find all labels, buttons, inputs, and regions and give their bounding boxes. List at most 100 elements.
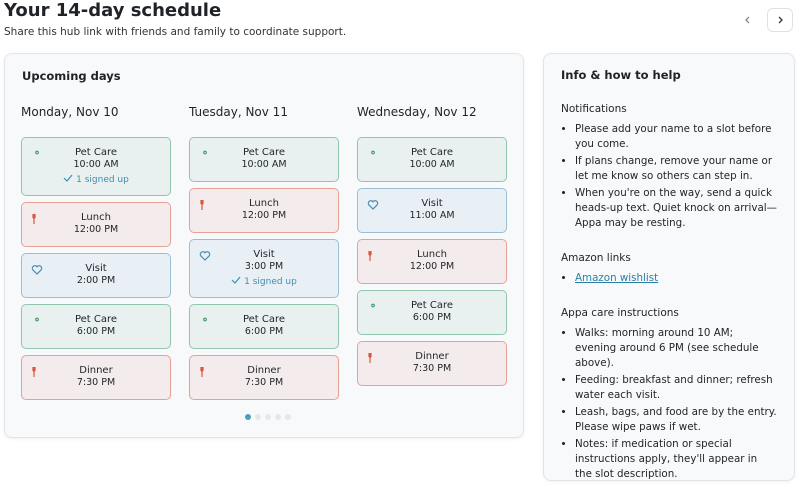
slot-card[interactable]: Visit 2:00 PM bbox=[21, 253, 171, 298]
info-section: Amazon links Amazon wishlist bbox=[561, 252, 777, 286]
slot-time: 10:00 AM bbox=[409, 159, 455, 170]
slot-label: Pet Care bbox=[242, 147, 286, 158]
slot-label: Pet Care bbox=[410, 147, 454, 158]
day-date: Tuesday, Nov 11 bbox=[189, 105, 288, 119]
signup-status: 1 signed up bbox=[22, 174, 170, 185]
day-column: Tuesday, Nov 11 Pet Care 10:00 AM Lunch 12:0… bbox=[189, 105, 339, 406]
slot-icon bbox=[367, 250, 379, 262]
slot-icon bbox=[31, 366, 43, 378]
slot-icon bbox=[367, 352, 379, 364]
prev-button[interactable] bbox=[735, 8, 761, 32]
page-title: Your 14-day schedule bbox=[4, 0, 222, 21]
bullet-item: Feeding: breakfast and dinner; refresh w… bbox=[575, 373, 777, 403]
next-button[interactable] bbox=[767, 8, 793, 32]
slot-card[interactable]: Lunch 12:00 PM bbox=[357, 239, 507, 284]
slot-icon bbox=[203, 150, 207, 155]
slot-label: Lunch bbox=[249, 198, 279, 209]
card-title: Upcoming days bbox=[22, 69, 121, 83]
pager-dots bbox=[245, 414, 291, 420]
slot-card[interactable]: Visit 3:00 PM 1 signed up bbox=[189, 239, 339, 298]
slot-card[interactable]: Dinner 7:30 PM bbox=[357, 341, 507, 386]
slot-time: 7:30 PM bbox=[412, 363, 452, 374]
slot-time: 2:00 PM bbox=[76, 275, 116, 286]
bullet-item: Notes: if medication or special instruct… bbox=[575, 437, 777, 482]
slot-card[interactable]: Pet Care 6:00 PM bbox=[21, 304, 171, 349]
section-heading: Notifications bbox=[561, 103, 627, 115]
slot-icon bbox=[35, 317, 39, 322]
slot-time: 12:00 PM bbox=[409, 261, 455, 272]
day-date: Monday, Nov 10 bbox=[21, 105, 119, 119]
pager-dot[interactable] bbox=[255, 414, 261, 420]
check-icon bbox=[63, 174, 73, 182]
day-columns: Monday, Nov 10 Pet Care 10:00 AM 1 signed u… bbox=[21, 105, 507, 406]
slot-card[interactable]: Visit 11:00 AM bbox=[357, 188, 507, 233]
info-card: Info & how to help Notifications Please a… bbox=[543, 53, 795, 481]
bullet-item: Please add your name to a slot before yo… bbox=[575, 122, 777, 152]
slot-label: Visit bbox=[85, 263, 107, 274]
signup-status: 1 signed up bbox=[190, 276, 338, 287]
slot-time: 10:00 AM bbox=[73, 159, 119, 170]
slot-icon bbox=[199, 366, 211, 378]
upcoming-card: Upcoming days Monday, Nov 10 Pet Care 10:0… bbox=[4, 53, 524, 438]
link-item: Amazon wishlist bbox=[575, 271, 777, 286]
slot-icon bbox=[199, 199, 211, 211]
slot-time: 6:00 PM bbox=[76, 326, 116, 337]
prev-icon bbox=[745, 16, 750, 24]
slot-time: 6:00 PM bbox=[244, 326, 284, 337]
slot-icon bbox=[35, 150, 39, 155]
slot-card[interactable]: Pet Care 10:00 AM bbox=[357, 137, 507, 182]
check-icon bbox=[231, 276, 241, 284]
section-heading: Amazon links bbox=[561, 252, 631, 264]
slot-card[interactable]: Lunch 12:00 PM bbox=[189, 188, 339, 233]
slot-time: 7:30 PM bbox=[76, 377, 116, 388]
section-heading: Appa care instructions bbox=[561, 307, 679, 319]
slot-card[interactable]: Dinner 7:30 PM bbox=[21, 355, 171, 400]
slot-card[interactable]: Pet Care 10:00 AM 1 signed up bbox=[21, 137, 171, 196]
slot-label: Pet Care bbox=[242, 314, 286, 325]
slot-label: Dinner bbox=[247, 365, 281, 376]
next-icon bbox=[778, 16, 783, 24]
slot-time: 6:00 PM bbox=[412, 312, 452, 323]
card-title: Info & how to help bbox=[561, 68, 681, 82]
slot-time: 7:30 PM bbox=[244, 377, 284, 388]
slot-time: 3:00 PM bbox=[244, 261, 284, 272]
slot-icon bbox=[371, 303, 375, 308]
day-column: Monday, Nov 10 Pet Care 10:00 AM 1 signed u… bbox=[21, 105, 171, 406]
slot-label: Lunch bbox=[81, 212, 111, 223]
slot-label: Visit bbox=[253, 249, 275, 260]
slot-time: 10:00 AM bbox=[241, 159, 287, 170]
slot-label: Dinner bbox=[79, 365, 113, 376]
slot-label: Pet Care bbox=[74, 314, 118, 325]
bullet-list: Please add your name to a slot before yo… bbox=[561, 122, 777, 231]
slot-card[interactable]: Pet Care 6:00 PM bbox=[189, 304, 339, 349]
day-column: Wednesday, Nov 12 Pet Care 10:00 AM Visit 11… bbox=[357, 105, 507, 406]
slot-card[interactable]: Lunch 12:00 PM bbox=[21, 202, 171, 247]
slot-label: Dinner bbox=[415, 351, 449, 362]
slot-icon bbox=[371, 150, 375, 155]
slot-time: 12:00 PM bbox=[73, 224, 119, 235]
info-section: Appa care instructions Walks: morning aro… bbox=[561, 307, 777, 482]
link[interactable]: Amazon wishlist bbox=[575, 272, 659, 284]
slot-time: 11:00 AM bbox=[409, 210, 455, 221]
pager-dot[interactable] bbox=[265, 414, 271, 420]
slot-label: Pet Care bbox=[410, 300, 454, 311]
pager-dot[interactable] bbox=[275, 414, 281, 420]
pager-dot[interactable] bbox=[285, 414, 291, 420]
info-sections: Notifications Please add your name to a s… bbox=[561, 103, 777, 482]
info-section: Notifications Please add your name to a s… bbox=[561, 103, 777, 231]
bullet-list: Walks: morning around 10 AM; evening aro… bbox=[561, 326, 777, 482]
slot-time: 12:00 PM bbox=[241, 210, 287, 221]
slot-card[interactable]: Pet Care 6:00 PM bbox=[357, 290, 507, 335]
bullet-item: Walks: morning around 10 AM; evening aro… bbox=[575, 326, 777, 371]
day-date: Wednesday, Nov 12 bbox=[357, 105, 477, 119]
signup-count: 1 signed up bbox=[76, 175, 129, 185]
pager-dot[interactable] bbox=[245, 414, 251, 420]
slot-card[interactable]: Pet Care 10:00 AM bbox=[189, 137, 339, 182]
slot-icon bbox=[31, 265, 43, 275]
signup-count: 1 signed up bbox=[244, 277, 297, 287]
slot-card[interactable]: Dinner 7:30 PM bbox=[189, 355, 339, 400]
bullet-item: Leash, bags, and food are by the entry. … bbox=[575, 405, 777, 435]
bullet-list: Amazon wishlist bbox=[561, 271, 777, 286]
bullet-item: When you're on the way, send a quick hea… bbox=[575, 186, 777, 231]
